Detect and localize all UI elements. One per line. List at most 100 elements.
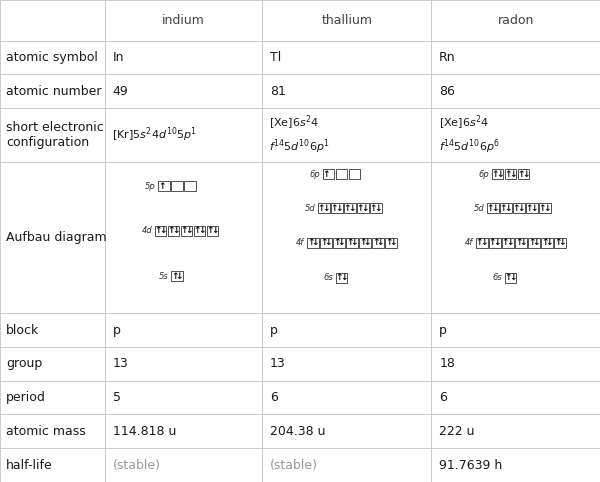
Bar <box>0 415 105 448</box>
Text: ↑: ↑ <box>476 239 483 247</box>
Bar <box>168 226 179 236</box>
Bar <box>105 108 262 162</box>
Text: ↓: ↓ <box>350 239 358 247</box>
Text: ↓: ↓ <box>340 273 347 282</box>
Bar <box>0 162 105 313</box>
Text: ↑: ↑ <box>357 203 364 213</box>
Text: ↓: ↓ <box>559 239 566 247</box>
Bar <box>431 347 600 381</box>
Text: atomic number: atomic number <box>6 85 101 98</box>
Bar <box>335 273 347 283</box>
Bar <box>431 108 600 162</box>
Bar <box>207 226 218 236</box>
Text: ↑: ↑ <box>385 239 392 247</box>
Text: ↓: ↓ <box>504 203 512 213</box>
Text: p: p <box>270 323 278 336</box>
Bar <box>526 203 538 214</box>
Text: ↓: ↓ <box>349 203 356 213</box>
Text: 4d: 4d <box>142 227 152 235</box>
Bar <box>331 203 343 214</box>
Text: ↑: ↑ <box>359 239 367 247</box>
Bar <box>307 238 319 248</box>
Bar <box>262 448 431 482</box>
Text: ↑: ↑ <box>487 203 494 213</box>
Bar <box>262 108 431 162</box>
Text: ↓: ↓ <box>493 239 501 247</box>
Text: 49: 49 <box>113 85 128 98</box>
Text: ↑: ↑ <box>504 170 512 178</box>
Text: ↓: ↓ <box>176 272 183 281</box>
Text: ↑: ↑ <box>158 182 166 191</box>
Bar <box>158 181 170 191</box>
Text: ↑: ↑ <box>335 273 343 282</box>
Text: ↓: ↓ <box>198 227 206 235</box>
Bar <box>194 226 205 236</box>
Text: indium: indium <box>162 14 205 27</box>
Bar <box>262 313 431 347</box>
Text: ↓: ↓ <box>364 239 371 247</box>
Bar <box>346 238 358 248</box>
Bar <box>359 238 371 248</box>
Text: Aufbau diagram: Aufbau diagram <box>6 231 107 244</box>
Bar <box>505 169 516 179</box>
Text: ↓: ↓ <box>211 227 219 235</box>
Text: atomic mass: atomic mass <box>6 425 86 438</box>
Bar <box>539 203 551 214</box>
Bar <box>0 74 105 108</box>
Bar <box>431 415 600 448</box>
Bar <box>105 313 262 347</box>
Bar <box>0 381 105 415</box>
Text: ↓: ↓ <box>509 170 517 178</box>
Bar <box>528 238 540 248</box>
Text: 91.7639 h: 91.7639 h <box>439 458 502 471</box>
Text: 4f: 4f <box>296 239 305 247</box>
Bar <box>489 238 500 248</box>
Text: 6s: 6s <box>493 273 502 282</box>
Text: ↓: ↓ <box>517 203 525 213</box>
Text: ↑: ↑ <box>554 239 562 247</box>
Bar <box>502 238 514 248</box>
Text: 4f: 4f <box>465 239 473 247</box>
Text: ↑: ↑ <box>517 170 525 178</box>
Text: ↓: ↓ <box>374 203 382 213</box>
Bar <box>349 169 361 179</box>
Text: ↑: ↑ <box>331 203 338 213</box>
Bar <box>0 40 105 74</box>
Text: group: group <box>6 357 42 370</box>
Text: ↑: ↑ <box>194 227 201 235</box>
Text: ↑: ↑ <box>502 239 509 247</box>
Bar <box>487 203 499 214</box>
Bar <box>431 74 600 108</box>
Text: thallium: thallium <box>322 14 372 27</box>
Text: period: period <box>6 391 46 404</box>
Bar <box>385 238 397 248</box>
Text: ↑: ↑ <box>320 239 328 247</box>
Bar <box>105 40 262 74</box>
Text: ↑: ↑ <box>346 239 353 247</box>
Bar <box>323 169 334 179</box>
Bar <box>476 238 488 248</box>
Bar <box>320 238 332 248</box>
Text: ↓: ↓ <box>506 239 514 247</box>
Text: 5p: 5p <box>145 182 156 191</box>
Bar <box>262 381 431 415</box>
Text: ↑: ↑ <box>500 203 507 213</box>
Text: radon: radon <box>497 14 534 27</box>
Bar <box>431 313 600 347</box>
Text: ↑: ↑ <box>171 272 178 281</box>
Text: (stable): (stable) <box>113 458 161 471</box>
Bar <box>431 448 600 482</box>
Text: ↓: ↓ <box>491 203 499 213</box>
Bar <box>370 203 382 214</box>
Text: $f^{14}$5$d^{10}$6$p^1$: $f^{14}$5$d^{10}$6$p^1$ <box>269 137 330 156</box>
Text: ↓: ↓ <box>389 239 397 247</box>
Bar <box>0 108 105 162</box>
Text: 13: 13 <box>113 357 128 370</box>
Bar <box>0 347 105 381</box>
Text: 18: 18 <box>439 357 455 370</box>
Text: ↓: ↓ <box>185 227 193 235</box>
Bar <box>105 162 262 313</box>
Text: [Xe]6$s^2$4: [Xe]6$s^2$4 <box>269 114 320 133</box>
Text: ↑: ↑ <box>539 203 546 213</box>
Text: ↓: ↓ <box>322 203 330 213</box>
